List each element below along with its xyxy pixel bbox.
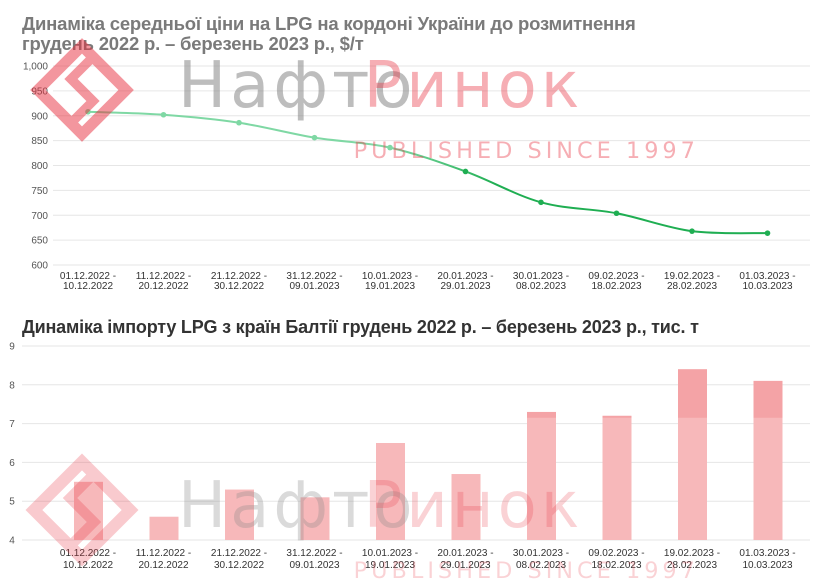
logo-frame (25, 453, 139, 567)
line-x-tick: 28.02.2023 (667, 281, 717, 292)
bar-y-tick: 7 (9, 419, 15, 430)
bar-chart-title: Динаміка імпорту LPG з країн Балтії груд… (22, 317, 699, 337)
line-x-tick: 10.01.2023 - (362, 271, 418, 282)
line-x-tick: 19.01.2023 (365, 281, 415, 292)
line-y-tick: 600 (31, 261, 48, 272)
bar-x-tick: 10.12.2022 (63, 560, 113, 571)
line-point (462, 168, 469, 175)
line-y-tick: 750 (31, 186, 48, 197)
line-x-tick: 01.03.2023 - (739, 271, 795, 282)
line-x-tick: 20.12.2022 (138, 281, 188, 292)
watermark-brand-gray: Нафто (178, 469, 417, 543)
bar-top-segment (602, 415, 632, 418)
bar-x-tick: 19.02.2023 - (664, 548, 720, 559)
bar-top-segment (527, 411, 556, 418)
bar-x-tick: 28.02.2023 (667, 560, 717, 571)
bar (527, 411, 556, 540)
line-x-tick: 30.12.2022 (214, 281, 264, 292)
bar-y-tick: 4 (9, 536, 15, 547)
line-series (87, 110, 768, 235)
bar-x-tick: 01.03.2023 - (739, 548, 795, 559)
bar-y-tick: 9 (9, 342, 15, 353)
line-x-tick: 09.01.2023 (289, 281, 339, 292)
bar (376, 443, 405, 540)
bar-y-tick: 8 (9, 380, 15, 391)
bar-x-tick: 30.12.2022 (214, 560, 264, 571)
bar (300, 497, 330, 540)
line-y-tick: 800 (31, 161, 48, 172)
line-point (764, 230, 771, 236)
bar-x-tick: 01.12.2022 - (60, 548, 116, 559)
line-point (311, 134, 318, 141)
bar-x-tick: 10.03.2023 (742, 560, 792, 571)
line-chart-title: Динаміка середньої ціни на LPG на кордон… (22, 14, 636, 54)
bar (149, 516, 179, 540)
bar-x-tick: 29.01.2023 (440, 560, 490, 571)
bar-x-tick: 09.01.2023 (289, 560, 339, 571)
line-y-tick: 1,000 (23, 62, 48, 73)
bar-x-tick: 20.01.2023 - (437, 548, 493, 559)
line-point (160, 111, 167, 118)
bar-x-tick: 09.02.2023 - (588, 548, 644, 559)
watermark-brand-red: Ринок (364, 49, 584, 123)
watermark-tagline: PUBLISHED SINCE 1997 (354, 138, 699, 164)
bar-top-segment (678, 369, 707, 418)
watermark-logo-mark (30, 38, 134, 142)
line-point (387, 144, 393, 151)
line-x-tick: 21.12.2022 - (211, 271, 267, 282)
line-x-tick: 31.12.2022 - (286, 271, 342, 282)
line-x-tick: 10.12.2022 (63, 281, 113, 292)
line-x-tick: 10.03.2023 (742, 281, 792, 292)
bar-x-tick: 19.01.2023 (365, 560, 415, 571)
line-x-tick: 09.02.2023 - (588, 271, 644, 282)
watermark-brand-gray: Нафто (178, 49, 417, 123)
bar (451, 474, 481, 540)
line-chart-title-line-1: Динаміка середньої ціни на LPG на кордон… (22, 13, 636, 34)
line-y-tick: 850 (31, 136, 48, 147)
bar-x-tick: 18.02.2023 (591, 560, 641, 571)
watermark-logo-mark (25, 453, 139, 567)
bar-top-segment (753, 380, 783, 418)
line-y-tick: 700 (31, 211, 48, 222)
logo-inner (64, 53, 100, 127)
line-point (689, 228, 695, 234)
line-x-tick: 30.01.2023 - (513, 271, 569, 282)
logo-inner (62, 470, 102, 550)
line-y-tick: 900 (31, 111, 48, 122)
line-x-tick: 01.12.2022 - (60, 271, 116, 282)
line-y-tick: 650 (31, 236, 48, 247)
line-x-tick: 08.02.2023 (516, 281, 566, 292)
logo-frame (30, 38, 134, 142)
line-point (236, 119, 242, 126)
line-x-tick: 11.12.2022 - (136, 271, 191, 282)
bar-x-tick: 20.12.2022 (138, 560, 188, 571)
bar-x-tick: 21.12.2022 - (211, 548, 267, 559)
line-chart-title-line-2: грудень 2022 р. – березень 2023 р., $/т (22, 33, 364, 54)
bar-y-tick: 6 (9, 458, 15, 469)
bar-y-tick: 5 (9, 497, 15, 508)
bar-x-tick: 08.02.2023 (516, 560, 566, 571)
bar-x-tick: 31.12.2022 - (286, 548, 342, 559)
line-point (538, 199, 544, 206)
watermark-tagline: PUBLISHED SINCE 1997 (354, 558, 699, 583)
line-x-tick: 19.02.2023 - (664, 271, 720, 282)
line-point (613, 210, 620, 217)
bar (225, 489, 254, 540)
bar-x-tick: 11.12.2022 - (136, 548, 191, 559)
bar-x-tick: 10.01.2023 - (362, 548, 418, 559)
bar (602, 415, 632, 540)
bar (74, 481, 103, 540)
line-x-tick: 20.01.2023 - (437, 271, 493, 282)
line-x-tick: 29.01.2023 (440, 281, 490, 292)
bar-x-tick: 30.01.2023 - (513, 548, 569, 559)
watermark-brand-red: Ринок (364, 469, 584, 543)
line-x-tick: 18.02.2023 (591, 281, 641, 292)
